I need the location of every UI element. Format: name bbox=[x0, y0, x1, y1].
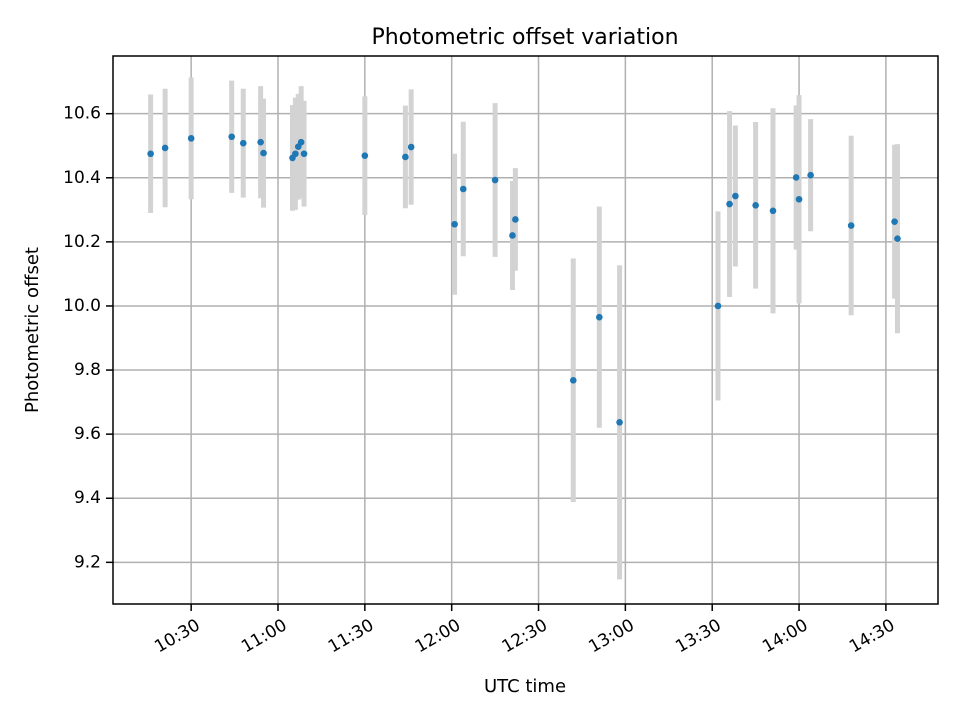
x-tick-label: 14:30 bbox=[846, 615, 898, 657]
data-point bbox=[491, 176, 499, 184]
data-point bbox=[451, 220, 458, 228]
data-point bbox=[569, 377, 577, 384]
data-point bbox=[807, 171, 814, 179]
data-point bbox=[297, 138, 305, 146]
data-point bbox=[726, 200, 733, 208]
x-tick-label: 13:30 bbox=[672, 615, 724, 657]
chart-title: Photometric offset variation bbox=[371, 25, 678, 50]
y-tick-label: 9.8 bbox=[74, 360, 101, 380]
data-point bbox=[596, 313, 603, 321]
x-axis-label: UTC time bbox=[484, 676, 566, 697]
data-point bbox=[292, 150, 299, 158]
data-point bbox=[257, 138, 264, 146]
data-point bbox=[161, 144, 169, 152]
x-tick-label: 12:30 bbox=[499, 615, 551, 657]
data-point bbox=[300, 150, 308, 158]
data-point bbox=[752, 202, 759, 209]
y-tick-label: 10.2 bbox=[63, 232, 101, 252]
y-tick-label: 10.4 bbox=[63, 168, 101, 188]
data-point bbox=[714, 302, 722, 310]
x-tick-label: 14:00 bbox=[759, 615, 811, 657]
data-point bbox=[512, 216, 519, 223]
data-point bbox=[187, 135, 195, 142]
x-tick-label: 12:00 bbox=[412, 615, 464, 657]
data-point bbox=[239, 139, 247, 147]
data-point bbox=[732, 192, 739, 200]
y-tick-label: 9.6 bbox=[74, 424, 101, 444]
data-point bbox=[847, 222, 855, 229]
data-point bbox=[459, 185, 467, 193]
data-point bbox=[402, 153, 409, 161]
y-tick-label: 10.0 bbox=[63, 296, 101, 316]
x-tick-label: 13:00 bbox=[585, 615, 637, 657]
y-tick-label: 9.4 bbox=[74, 488, 101, 508]
data-point bbox=[147, 150, 154, 158]
data-point bbox=[891, 218, 898, 225]
data-point bbox=[795, 195, 803, 203]
y-axis-label: Photometric offset bbox=[22, 247, 43, 413]
plot-frame bbox=[112, 55, 939, 605]
data-point bbox=[616, 418, 623, 426]
y-tick-label: 10.6 bbox=[63, 104, 101, 124]
data-point bbox=[509, 232, 516, 239]
x-axis: 10:30 11:00 11:30 12:00 12:30 13:00 13:30 14:00… bbox=[151, 604, 898, 657]
x-tick-label: 10:30 bbox=[151, 615, 203, 657]
y-axis: 9.2 9.4 9.6 9.8 10.0 10.2 10.4 10.6 bbox=[63, 104, 113, 572]
y-tick-label: 9.2 bbox=[74, 552, 101, 572]
data-point bbox=[792, 174, 800, 181]
x-tick-label: 11:30 bbox=[325, 615, 377, 657]
grid bbox=[113, 56, 938, 604]
data-point bbox=[894, 235, 901, 242]
data-point bbox=[228, 133, 235, 141]
data-points bbox=[147, 133, 901, 426]
x-tick-label: 11:00 bbox=[238, 615, 290, 657]
data-point bbox=[407, 143, 415, 151]
data-point bbox=[769, 207, 777, 215]
data-point bbox=[361, 152, 369, 159]
data-point bbox=[260, 149, 267, 157]
